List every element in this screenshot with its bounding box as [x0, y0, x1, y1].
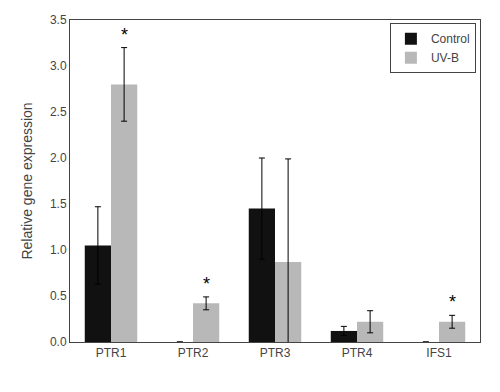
- svg-text:PTR1: PTR1: [96, 346, 127, 360]
- svg-text:2.5: 2.5: [50, 105, 67, 119]
- svg-text:3.5: 3.5: [50, 13, 67, 27]
- svg-text:0.5: 0.5: [50, 289, 67, 303]
- svg-text:0.0: 0.0: [50, 335, 67, 349]
- svg-text:3.0: 3.0: [50, 59, 67, 73]
- svg-text:2.0: 2.0: [50, 151, 67, 165]
- svg-text:PTR2: PTR2: [178, 346, 209, 360]
- svg-text:Relative gene expression: Relative gene expression: [19, 102, 35, 259]
- svg-text:*: *: [121, 25, 128, 45]
- svg-text:*: *: [203, 274, 210, 294]
- svg-text:PTR3: PTR3: [260, 346, 291, 360]
- svg-text:*: *: [449, 292, 456, 312]
- svg-text:IFS1: IFS1: [426, 346, 452, 360]
- svg-text:1.0: 1.0: [50, 243, 67, 257]
- svg-text:Control: Control: [431, 32, 470, 46]
- svg-text:UV-B: UV-B: [431, 51, 459, 65]
- svg-text:PTR4: PTR4: [342, 346, 373, 360]
- svg-text:1.5: 1.5: [50, 197, 67, 211]
